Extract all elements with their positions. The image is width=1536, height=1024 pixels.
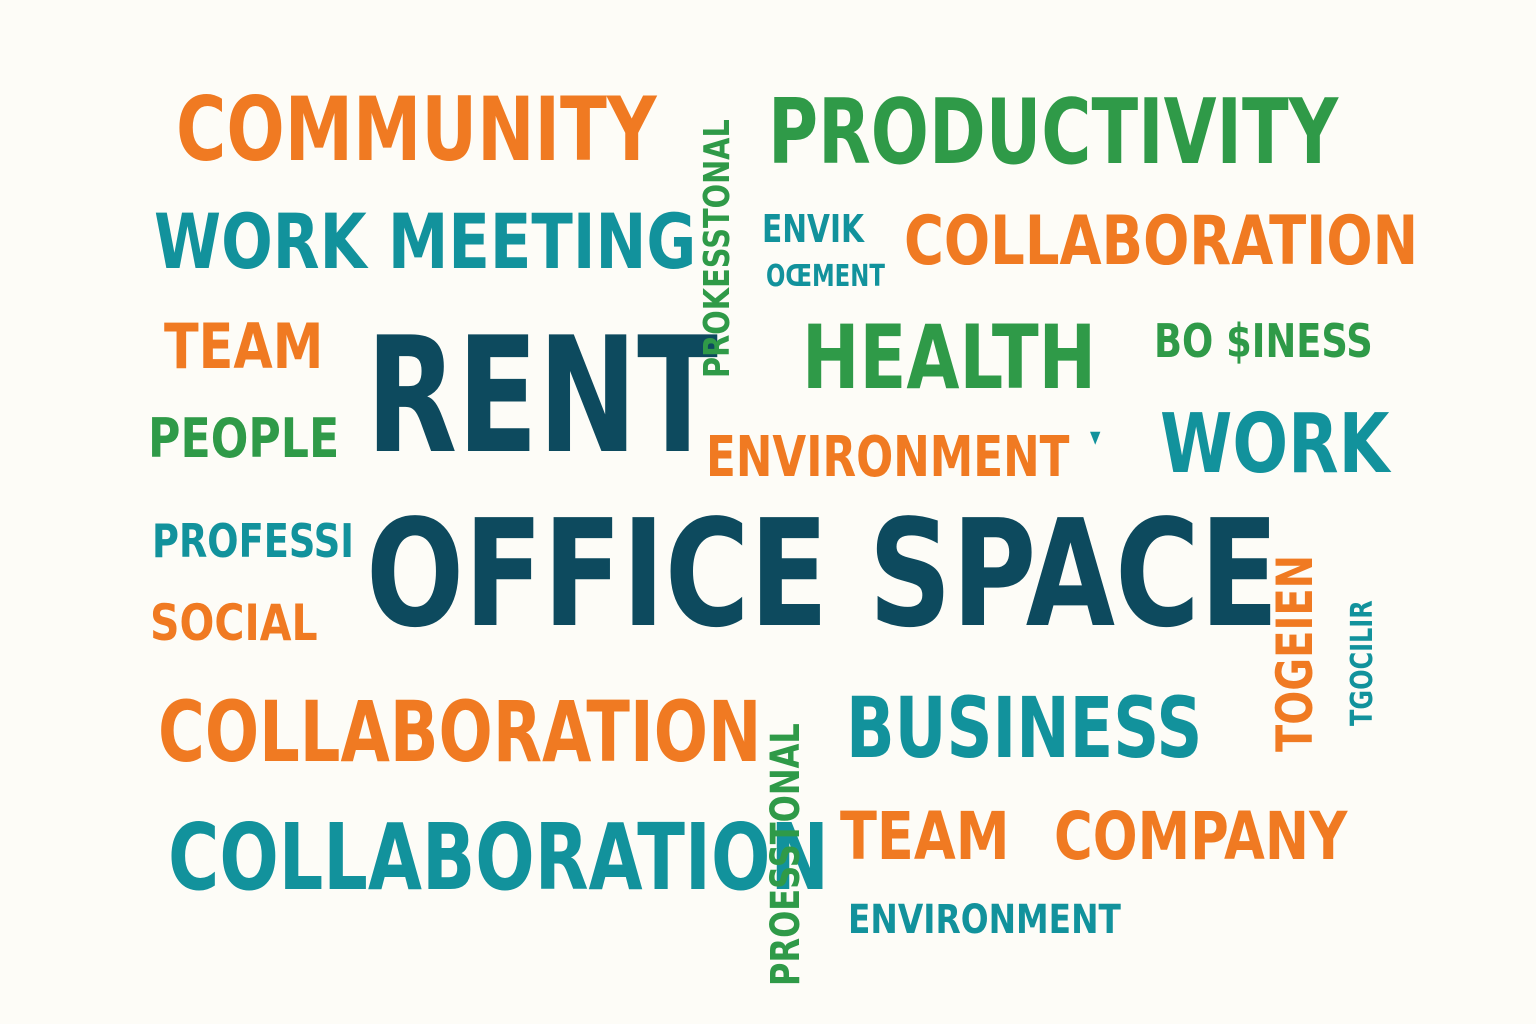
word-tgocilir: TGOCILIR (1345, 600, 1380, 726)
small-mark: ▾ (1090, 422, 1101, 452)
word-envik: ENVIK (762, 207, 864, 251)
word-bo-siness: BO $INESS (1154, 314, 1373, 368)
word-collaboration-bottom: COLLABORATION (168, 804, 829, 911)
word-environment-bottom: ENVIRONMENT (848, 897, 1121, 943)
word-togeien: TOGEIEN (1266, 554, 1324, 752)
word-team-left: TEAM (164, 310, 324, 383)
word-productivity: PRODUCTIVITY (768, 80, 1339, 185)
word-collaboration-mid: COLLABORATION (158, 683, 762, 781)
word-rent: RENT (366, 302, 718, 489)
word-people: PEOPLE (148, 407, 340, 470)
word-business: BUSINESS (846, 679, 1203, 777)
word-oement: OŒMENT (766, 259, 885, 294)
word-collaboration-top: COLLABORATION (904, 202, 1419, 281)
word-community: COMMUNITY (176, 78, 657, 181)
word-professi: PROFESSI (152, 514, 354, 568)
word-office-space: OFFICE SPACE (366, 488, 1279, 660)
word-professional-vertical-bottom: PROESSTONAL (763, 723, 809, 986)
word-work-right: WORK (1160, 397, 1390, 492)
word-health: HEALTH (802, 306, 1097, 409)
word-professional-vertical-top: PROKESSTONAL (697, 119, 738, 379)
word-social: SOCIAL (150, 594, 318, 652)
word-work-meeting: WORK MEETING (154, 197, 697, 286)
word-team-bottom: TEAM (840, 798, 1010, 875)
word-company: COMPANY (1054, 798, 1348, 875)
word-environment-mid: ENVIRONMENT (706, 425, 1070, 490)
